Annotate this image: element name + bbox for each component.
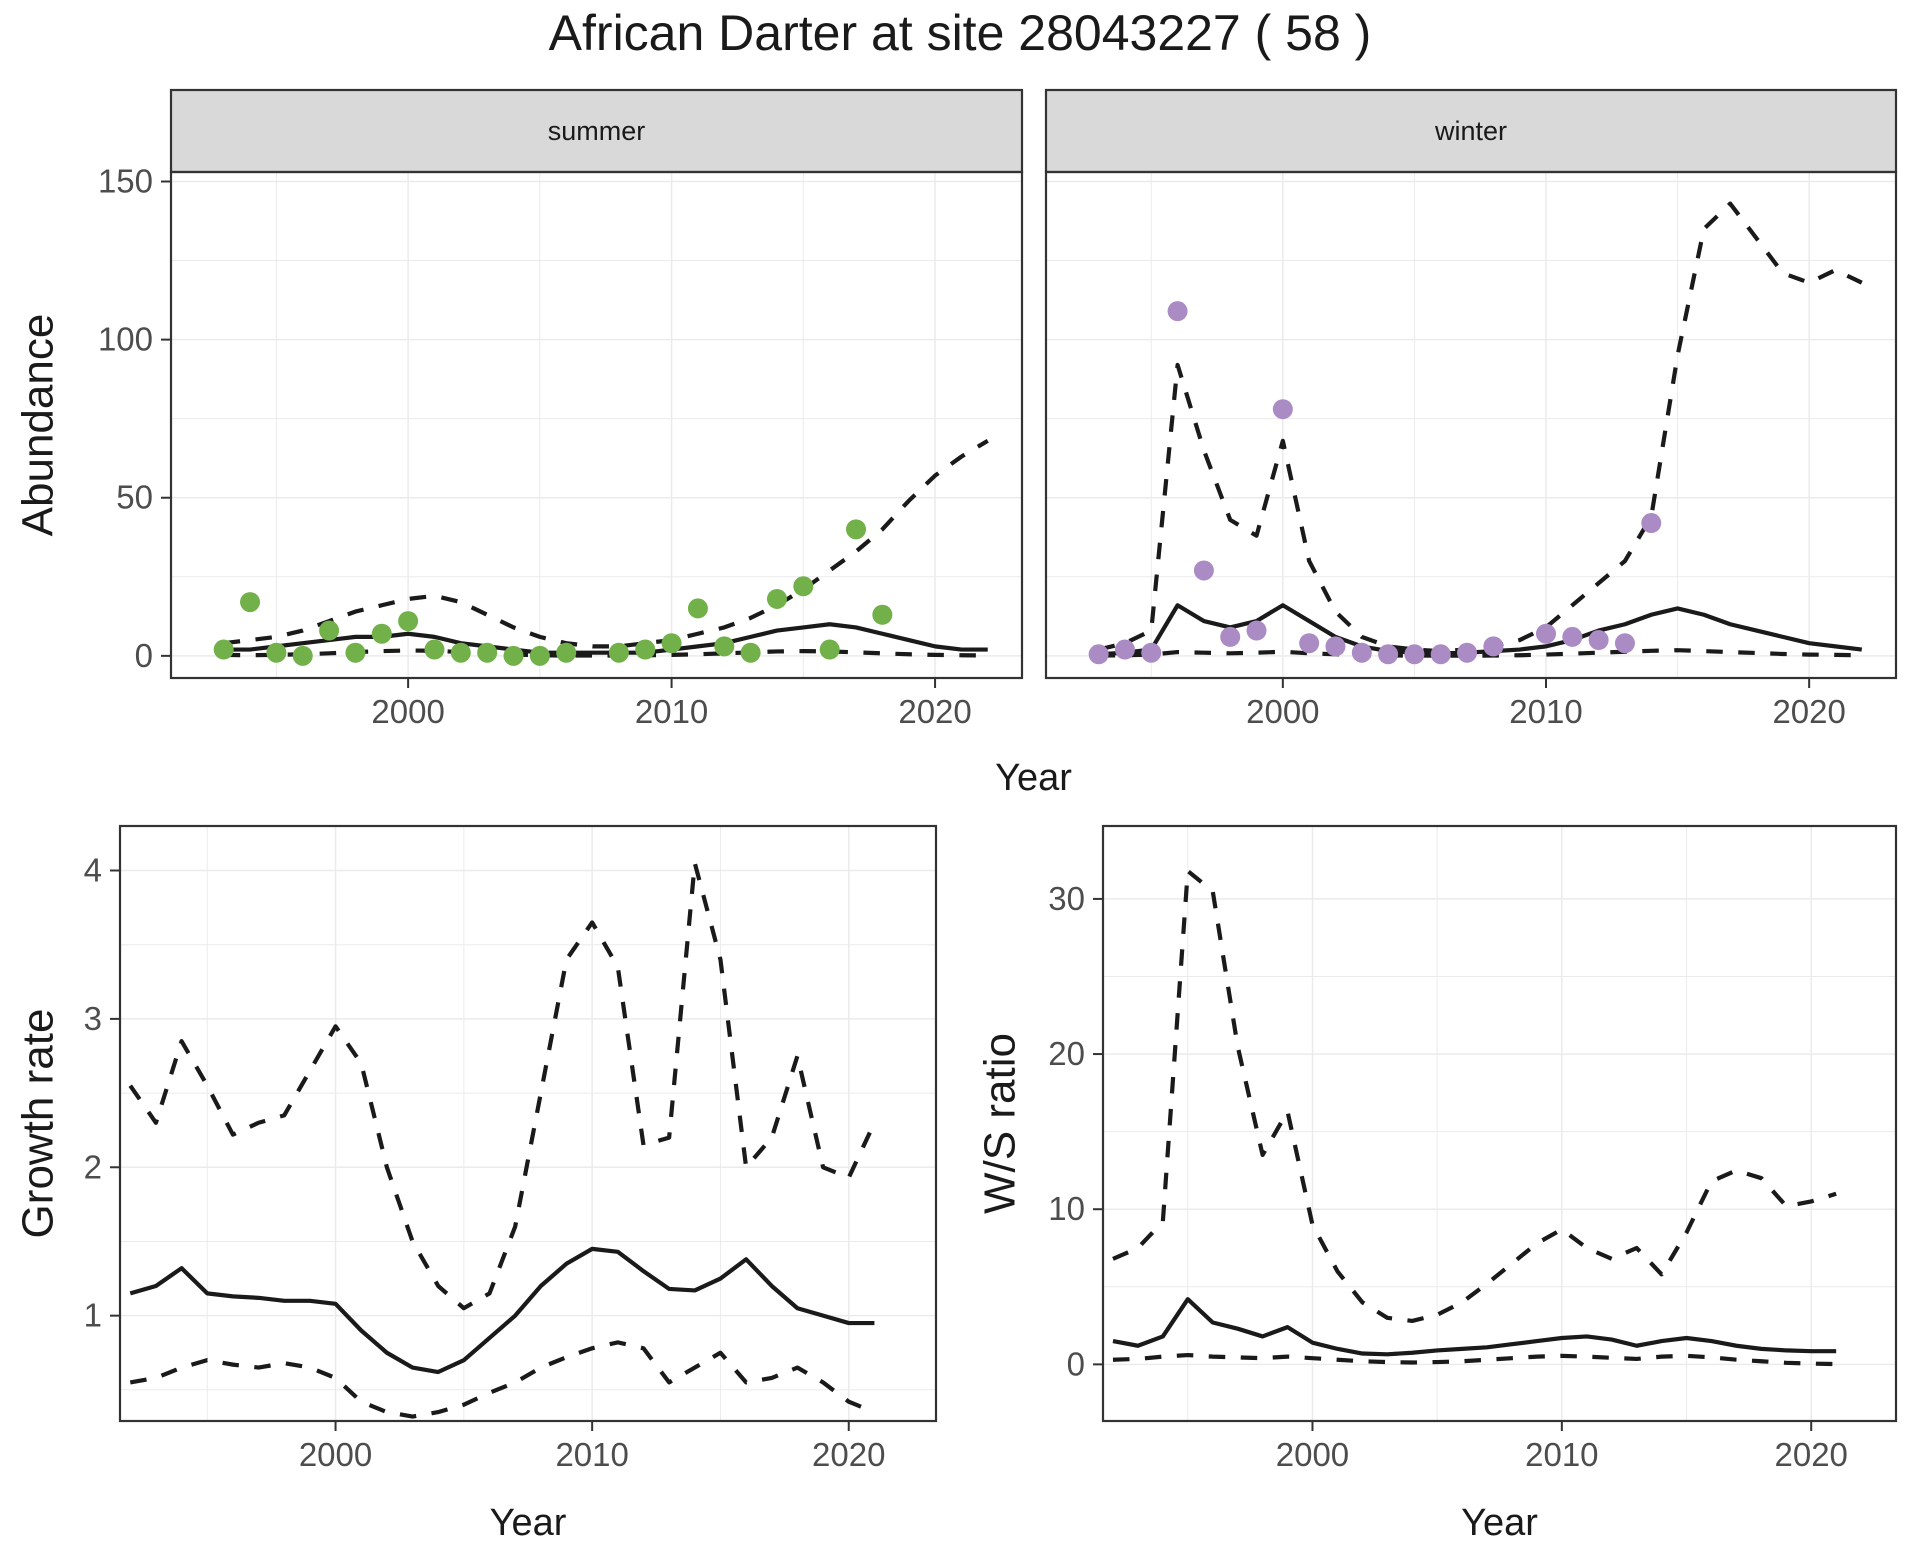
svg-text:2000: 2000 [371,693,444,730]
svg-text:4: 4 [84,852,102,889]
svg-text:0: 0 [135,637,153,674]
svg-text:150: 150 [98,162,153,199]
svg-text:20: 20 [1048,1035,1085,1072]
svg-text:Year: Year [1461,1502,1538,1544]
svg-text:Year: Year [490,1502,567,1544]
svg-text:2010: 2010 [1509,693,1582,730]
svg-text:summer: summer [548,116,646,146]
svg-text:2010: 2010 [555,1436,628,1473]
svg-text:Growth rate: Growth rate [14,1009,63,1239]
svg-text:30: 30 [1048,880,1085,917]
svg-text:2000: 2000 [1276,1436,1349,1473]
svg-text:winter: winter [1434,116,1507,146]
svg-text:2010: 2010 [635,693,708,730]
svg-text:1: 1 [84,1297,102,1334]
svg-text:3: 3 [84,1000,102,1037]
svg-text:50: 50 [116,479,153,516]
svg-text:2: 2 [84,1148,102,1185]
svg-text:2000: 2000 [299,1436,372,1473]
svg-text:100: 100 [98,321,153,358]
svg-text:10: 10 [1048,1190,1085,1227]
svg-text:2000: 2000 [1246,693,1319,730]
svg-text:2010: 2010 [1525,1436,1598,1473]
svg-text:0: 0 [1067,1345,1085,1382]
svg-text:2020: 2020 [1774,1436,1847,1473]
svg-text:W/S ratio: W/S ratio [976,1033,1025,1214]
svg-text:Abundance: Abundance [14,314,63,537]
svg-text:2020: 2020 [1772,693,1845,730]
svg-text:2020: 2020 [898,693,971,730]
svg-text:2020: 2020 [812,1436,885,1473]
svg-text:Year: Year [995,757,1072,799]
